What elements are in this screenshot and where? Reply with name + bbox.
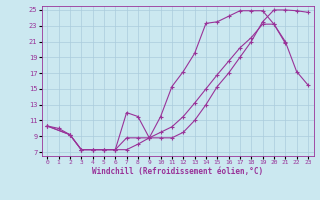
X-axis label: Windchill (Refroidissement éolien,°C): Windchill (Refroidissement éolien,°C) <box>92 167 263 176</box>
